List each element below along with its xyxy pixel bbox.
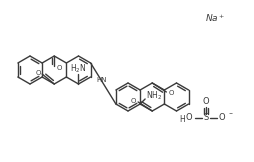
Text: O: O	[219, 114, 225, 122]
Text: O: O	[131, 98, 136, 104]
Text: NH$_2$: NH$_2$	[146, 90, 162, 102]
Text: O: O	[57, 65, 62, 71]
Text: O: O	[186, 114, 192, 122]
Text: H: H	[179, 115, 185, 123]
Text: H$_2$N: H$_2$N	[70, 63, 87, 75]
Text: O: O	[169, 90, 174, 96]
Text: Na$^+$: Na$^+$	[205, 12, 225, 24]
Text: $^-$: $^-$	[227, 111, 234, 117]
Text: HN: HN	[96, 77, 106, 83]
Text: O: O	[203, 98, 209, 106]
Text: S: S	[203, 114, 209, 122]
Text: O: O	[36, 70, 41, 76]
